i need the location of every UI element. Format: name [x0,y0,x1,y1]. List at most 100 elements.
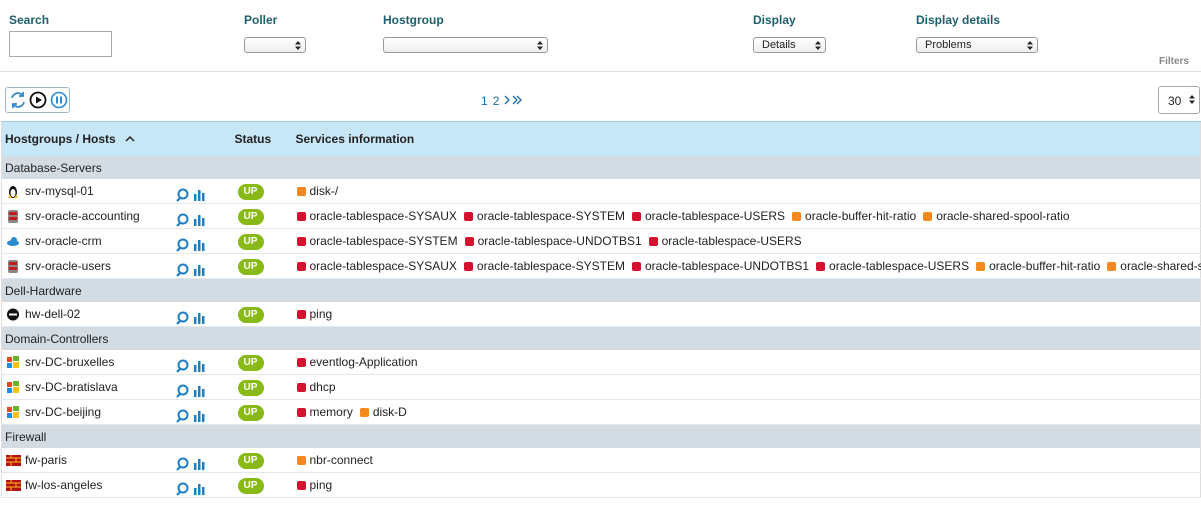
host-name[interactable]: srv-DC-beijing [25,405,102,420]
host-row: srv-DC-bratislava UP dhcp [1,374,1201,400]
service[interactable]: oracle-buffer-hit-ratio [976,259,1100,273]
graph-icon[interactable] [194,484,205,496]
service-name: oracle-tablespace-UNDOTBS1 [477,234,642,248]
details-select[interactable]: Problems [916,37,1038,53]
status-cell: UP [231,253,293,279]
graph-icon[interactable] [194,459,205,471]
service[interactable]: ping [296,478,332,492]
service[interactable]: oracle-shared-spool-ratio [923,209,1070,223]
graph-icon[interactable] [194,215,205,227]
service[interactable]: oracle-tablespace-SYSTEM [463,209,625,223]
header-cell[interactable]: Hostgroups / Hosts [1,121,232,156]
host-name[interactable]: srv-oracle-crm [25,234,102,249]
graph-icon[interactable] [194,313,205,325]
service-name: oracle-shared-spool-ratio [1120,259,1201,273]
page-link[interactable]: 1 [481,94,488,108]
host-name[interactable]: srv-mysql-01 [25,184,94,199]
host-name[interactable]: srv-DC-bruxelles [25,355,115,370]
display-select[interactable]: Details [753,37,826,53]
detail-icon[interactable] [176,457,189,472]
play-button[interactable] [29,91,47,109]
header-status: Status [234,132,272,146]
graph-icon[interactable] [194,386,205,398]
service-state [464,237,474,246]
service[interactable]: nbr-connect [296,453,373,467]
host-name[interactable]: fw-los-angeles [25,478,103,493]
host-row: srv-oracle-users UP oracle-tablespace-SYSA… [1,253,1201,279]
per-page-select[interactable]: 30 [1158,86,1200,114]
service-name: oracle-buffer-hit-ratio [989,259,1101,273]
host-row: fw-paris UP nbr-connect [1,448,1201,473]
service[interactable]: oracle-buffer-hit-ratio [792,209,916,223]
service[interactable]: eventlog-Application [296,355,418,369]
services-cell: dhcp [292,374,1201,400]
host-name[interactable]: srv-oracle-users [25,259,112,274]
page-link[interactable]: 2 [492,94,500,108]
service[interactable]: disk-D [359,405,407,419]
host-name[interactable]: fw-paris [25,453,68,468]
service-name: disk-D [372,405,407,419]
host-name[interactable]: hw-dell-02 [25,307,81,322]
service[interactable]: oracle-tablespace-USERS [648,234,802,248]
group-name: Dell-Hardware [1,278,1201,302]
service[interactable]: memory [296,405,353,419]
service[interactable]: oracle-tablespace-SYSAUX [296,209,457,223]
group-row: Firewall [1,424,1201,448]
status-cell: UP [231,228,293,254]
status-cell: UP [231,350,293,375]
service[interactable]: oracle-tablespace-SYSTEM [296,234,458,248]
filters-tab[interactable]: Filters [1158,56,1189,67]
graph-icon[interactable] [194,190,205,202]
host-name[interactable]: srv-DC-bratislava [25,380,118,395]
search-input[interactable] [9,31,112,57]
graph-icon[interactable] [194,411,205,423]
detail-icon[interactable] [176,409,189,424]
detail-icon[interactable] [176,311,189,326]
host-name[interactable]: srv-oracle-accounting [25,209,140,224]
graph-icon[interactable] [194,265,205,277]
pause-button[interactable] [50,91,68,109]
refresh-button[interactable] [11,92,25,108]
service-name: nbr-connect [309,453,373,467]
detail-icon[interactable] [176,263,189,278]
host-cell: srv-mysql-01 [1,179,232,204]
graph-icon[interactable] [194,240,205,252]
service[interactable]: oracle-tablespace-SYSAUX [296,259,457,273]
service-name: oracle-tablespace-USERS [644,209,786,223]
service[interactable]: oracle-tablespace-UNDOTBS1 [631,259,809,273]
service[interactable]: oracle-shared-spool-ratio [1107,259,1201,273]
host-cell: srv-oracle-crm [1,228,232,254]
host-actions [176,384,205,399]
service-state [816,262,826,271]
detail-icon[interactable] [176,213,189,228]
services-cell: ping [292,472,1201,498]
service[interactable]: ping [296,307,332,321]
service[interactable]: oracle-tablespace-USERS [631,209,786,223]
status-badge: UP [237,208,264,225]
select-arrows [815,41,821,50]
service-state [296,187,306,196]
services-cell: oracle-tablespace-SYSTEM oracle-tablespac… [292,228,1201,254]
service[interactable]: disk-/ [296,184,338,198]
host-row: srv-mysql-01 UP disk-/ [1,179,1201,204]
detail-icon[interactable] [176,359,189,374]
poller-select[interactable] [244,37,306,53]
select-arrows [1189,95,1195,104]
service[interactable]: oracle-tablespace-USERS [816,259,969,273]
detail-icon[interactable] [176,384,189,399]
service[interactable]: oracle-tablespace-SYSTEM [463,259,625,273]
host-icon [6,454,21,466]
host-actions [176,263,205,278]
select-arrows [295,41,301,50]
hostgroup-label: Hostgroup [383,13,444,27]
host-cell: srv-oracle-users [1,253,232,279]
service[interactable]: oracle-tablespace-UNDOTBS1 [464,234,642,248]
graph-icon[interactable] [194,361,205,373]
detail-icon[interactable] [176,238,189,253]
next-arrows[interactable] [504,95,524,105]
host-row: srv-DC-beijing UP memory disk-D [1,399,1201,425]
detail-icon[interactable] [176,188,189,203]
hostgroup-select[interactable] [383,37,548,53]
service[interactable]: dhcp [296,380,336,394]
detail-icon[interactable] [176,482,189,497]
